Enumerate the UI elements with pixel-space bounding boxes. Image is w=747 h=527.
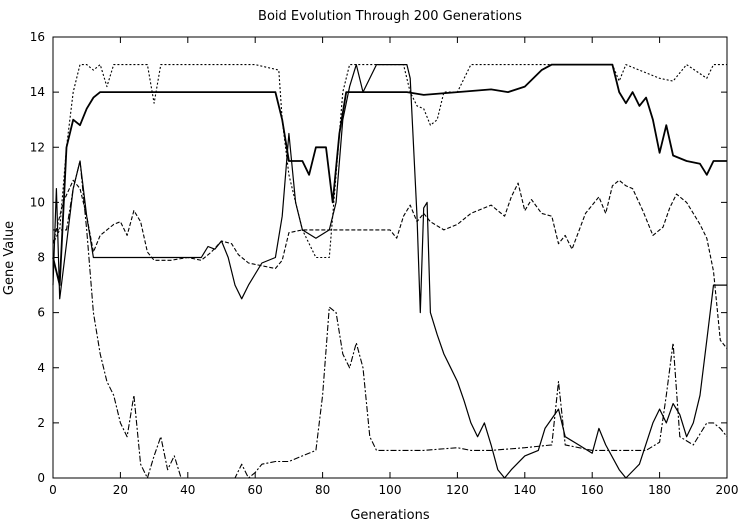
x-tick-label: 80 bbox=[315, 483, 330, 497]
x-tick-label: 160 bbox=[581, 483, 604, 497]
series-line-2 bbox=[52, 64, 727, 259]
x-axis-label: Generations bbox=[350, 508, 430, 523]
y-tick-label: 16 bbox=[30, 30, 45, 44]
y-tick-label: 0 bbox=[37, 471, 45, 485]
series-line-3 bbox=[52, 179, 728, 349]
x-tick-label: 20 bbox=[113, 483, 128, 497]
x-tick-label: 100 bbox=[379, 483, 402, 497]
y-axis-label: Gene Value bbox=[2, 221, 17, 295]
x-tick-label: 0 bbox=[49, 483, 57, 497]
x-tick-label: 200 bbox=[716, 483, 739, 497]
chart-title: Boid Evolution Through 200 Generations bbox=[258, 9, 522, 24]
y-tick-label: 6 bbox=[37, 306, 45, 320]
y-tick-label: 2 bbox=[37, 416, 45, 430]
y-tick-label: 10 bbox=[30, 195, 45, 209]
x-tick-label: 180 bbox=[648, 483, 671, 497]
series-layer bbox=[52, 63, 728, 479]
y-tick-label: 4 bbox=[37, 361, 45, 375]
y-axis: 0 2 4 6 8 10 12 14 16 bbox=[30, 30, 727, 485]
x-tick-label: 140 bbox=[513, 483, 536, 497]
series-line-5 bbox=[53, 160, 728, 479]
x-axis: 0 20 40 60 80 100 120 140 160 180 200 bbox=[49, 37, 738, 497]
y-tick-label: 14 bbox=[30, 85, 45, 99]
x-tick-label: 60 bbox=[248, 483, 263, 497]
y-tick-label: 12 bbox=[30, 140, 45, 154]
series-line-4 bbox=[52, 63, 727, 479]
series-line-1 bbox=[52, 63, 727, 287]
y-tick-label: 8 bbox=[37, 251, 45, 265]
x-tick-label: 120 bbox=[446, 483, 469, 497]
x-tick-label: 40 bbox=[180, 483, 195, 497]
